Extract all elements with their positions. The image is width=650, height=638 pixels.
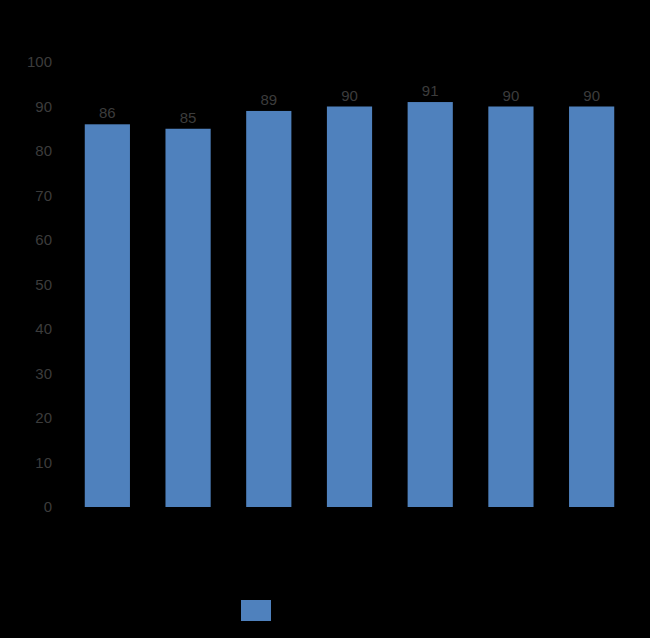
bars <box>85 102 614 507</box>
data-label: 85 <box>180 109 197 126</box>
data-label: 91 <box>422 82 439 99</box>
data-label: 90 <box>503 87 520 104</box>
bar <box>569 107 614 508</box>
y-tick-label: 70 <box>35 187 52 204</box>
legend-swatch <box>241 600 271 621</box>
bar <box>246 111 291 507</box>
bar <box>165 129 210 507</box>
y-tick-label: 100 <box>27 53 52 70</box>
data-label: 89 <box>260 91 277 108</box>
data-label: 90 <box>583 87 600 104</box>
y-tick-label: 40 <box>35 320 52 337</box>
bar <box>327 107 372 508</box>
bar <box>85 124 130 507</box>
y-tick-label: 90 <box>35 98 52 115</box>
y-tick-label: 0 <box>44 498 52 515</box>
bar <box>488 107 533 508</box>
data-label: 90 <box>341 87 358 104</box>
y-tick-label: 20 <box>35 409 52 426</box>
data-label: 86 <box>99 104 116 121</box>
y-tick-label: 30 <box>35 365 52 382</box>
chart: 0 10 20 30 40 50 60 70 80 90 100 86 85 89 90 91 90 90 <box>0 0 650 638</box>
y-tick-label: 50 <box>35 276 52 293</box>
y-tick-label: 60 <box>35 231 52 248</box>
bar <box>408 102 453 507</box>
y-tick-label: 80 <box>35 142 52 159</box>
y-tick-label: 10 <box>35 454 52 471</box>
